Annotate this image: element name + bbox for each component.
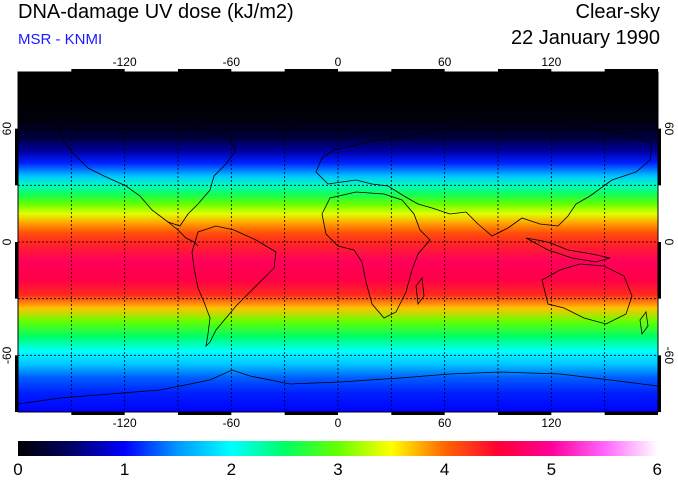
lon-tick-label-top: 0 bbox=[335, 55, 342, 69]
lon-tick-label-top: -60 bbox=[223, 55, 241, 69]
lat-tick-label-left: -60 bbox=[0, 346, 14, 364]
frame-band-right bbox=[658, 128, 661, 186]
frame-band-bottom bbox=[498, 412, 552, 415]
lat-tick-label-left: 60 bbox=[0, 122, 14, 136]
lat-tick-label-left: 0 bbox=[0, 238, 14, 245]
coastline-africa bbox=[321, 191, 431, 319]
lat-tick-label-right: 60 bbox=[662, 122, 676, 136]
frame-band-top bbox=[604, 69, 658, 72]
frame-band-top bbox=[71, 69, 125, 72]
coastline-eurasia bbox=[315, 121, 653, 237]
longitude-labels-top: -120 -60 0 60 120 bbox=[113, 55, 562, 69]
frame-band-bottom bbox=[284, 412, 338, 415]
lat-tick-label-right: -60 bbox=[662, 347, 676, 365]
coastline-central-america bbox=[167, 221, 199, 247]
coastline-australia bbox=[541, 263, 633, 325]
coastline-greenland bbox=[261, 83, 319, 133]
colorbar bbox=[18, 441, 658, 456]
colorbar-tick-label: 2 bbox=[227, 460, 236, 479]
frame-band-bottom bbox=[71, 412, 125, 415]
coastline-antarctica bbox=[18, 369, 658, 405]
graticule bbox=[18, 72, 658, 412]
frame-bands bbox=[15, 69, 661, 415]
colorbar-tick-labels: 0 1 2 3 4 5 6 bbox=[13, 460, 662, 479]
lon-tick-label-bottom: 0 bbox=[335, 416, 342, 430]
colorbar-tick-label: 3 bbox=[333, 460, 342, 479]
latitude-labels-left: 60 0 -60 bbox=[0, 122, 14, 364]
coastline-madagascar bbox=[415, 276, 425, 306]
frame-band-right bbox=[658, 355, 661, 412]
frame-band-top bbox=[498, 69, 552, 72]
coastline-north-america bbox=[57, 117, 237, 227]
frame-band-left bbox=[15, 242, 18, 299]
lon-tick-label-top: 60 bbox=[438, 55, 452, 69]
frame-band-left bbox=[15, 355, 18, 412]
colorbar-tick-label: 1 bbox=[120, 460, 129, 479]
sky-condition-label: Clear-sky bbox=[575, 1, 660, 23]
coastlines bbox=[18, 83, 658, 405]
coastline-indonesia bbox=[525, 237, 611, 263]
frame-band-bottom bbox=[604, 412, 658, 415]
lon-tick-label-bottom: -120 bbox=[113, 416, 137, 430]
frame-band-bottom bbox=[178, 412, 232, 415]
latitude-labels-right: 60 0 -60 bbox=[662, 122, 676, 364]
longitude-labels-bottom: -120 -60 0 60 120 bbox=[113, 416, 562, 430]
lon-tick-label-bottom: -60 bbox=[223, 416, 241, 430]
lat-tick-label-right: 0 bbox=[662, 239, 676, 246]
lon-tick-label-bottom: 120 bbox=[541, 416, 561, 430]
lon-tick-label-top: -120 bbox=[113, 55, 137, 69]
source-label: MSR - KNMI bbox=[18, 31, 103, 48]
frame-band-bottom bbox=[391, 412, 445, 415]
colorbar-tick-label: 6 bbox=[653, 460, 662, 479]
frame-band-top bbox=[284, 69, 338, 72]
lon-tick-label-bottom: 60 bbox=[438, 416, 452, 430]
colorbar-tick-label: 0 bbox=[13, 460, 22, 479]
lon-tick-label-top: 120 bbox=[541, 55, 561, 69]
colorbar-tick-label: 4 bbox=[440, 460, 449, 479]
frame-band-top bbox=[178, 69, 232, 72]
frame-band-top bbox=[391, 69, 445, 72]
frame-band-left bbox=[15, 128, 18, 186]
coastline-new-zealand bbox=[639, 310, 649, 336]
map-title: DNA-damage UV dose (kJ/m2) bbox=[18, 1, 294, 23]
date-label: 22 January 1990 bbox=[510, 27, 660, 49]
frame-band-right bbox=[658, 242, 661, 299]
colorbar-tick-label: 5 bbox=[547, 460, 556, 479]
